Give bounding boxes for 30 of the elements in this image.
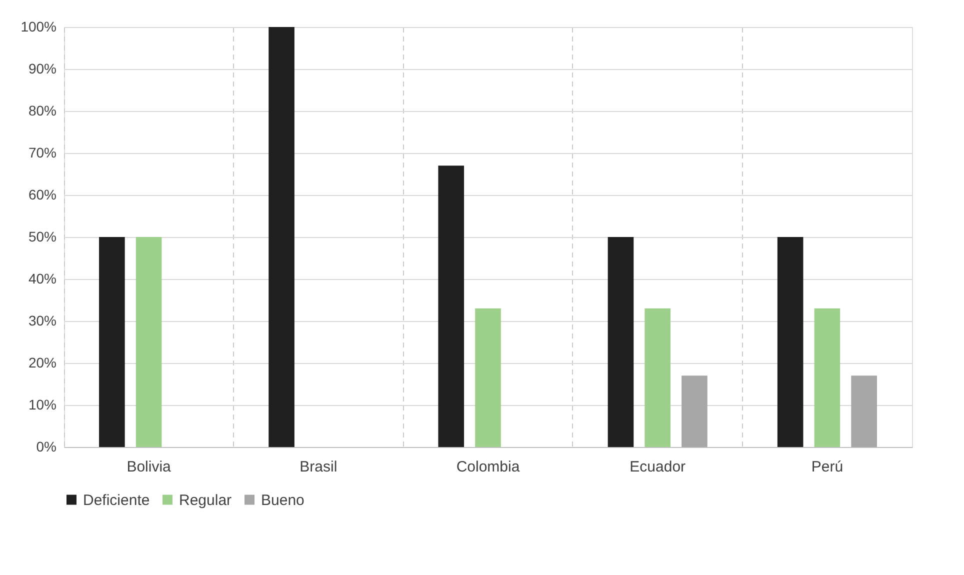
legend-label: Bueno <box>261 492 304 509</box>
y-tick-label: 0% <box>36 438 56 454</box>
bar <box>99 237 125 447</box>
x-tick-label: Colombia <box>456 458 520 476</box>
legend-label: Regular <box>179 492 232 509</box>
x-tick-label: Ecuador <box>630 458 686 476</box>
y-tick-label: 40% <box>28 270 56 286</box>
bar <box>851 376 877 447</box>
bar <box>814 308 840 447</box>
y-tick-label: 100% <box>20 18 56 34</box>
x-tick-label: Brasil <box>300 458 338 476</box>
bar <box>438 166 464 447</box>
bar <box>777 237 804 447</box>
y-tick-label: 50% <box>28 228 56 244</box>
y-tick-label: 80% <box>28 102 56 118</box>
bar <box>682 376 708 447</box>
bar <box>136 237 162 447</box>
y-tick-label: 20% <box>28 354 56 370</box>
y-tick-label: 60% <box>28 186 56 202</box>
bar <box>608 237 634 447</box>
y-tick-label: 30% <box>28 312 56 328</box>
bar <box>475 308 501 447</box>
legend-label: Deficiente <box>83 492 150 509</box>
y-tick-label: 90% <box>28 60 56 76</box>
y-tick-label: 70% <box>28 144 56 160</box>
bar <box>268 27 294 447</box>
y-tick-label: 10% <box>28 396 56 412</box>
x-tick-label: Bolivia <box>126 458 172 476</box>
bar <box>644 308 671 447</box>
x-tick-label: Perú <box>811 458 844 476</box>
